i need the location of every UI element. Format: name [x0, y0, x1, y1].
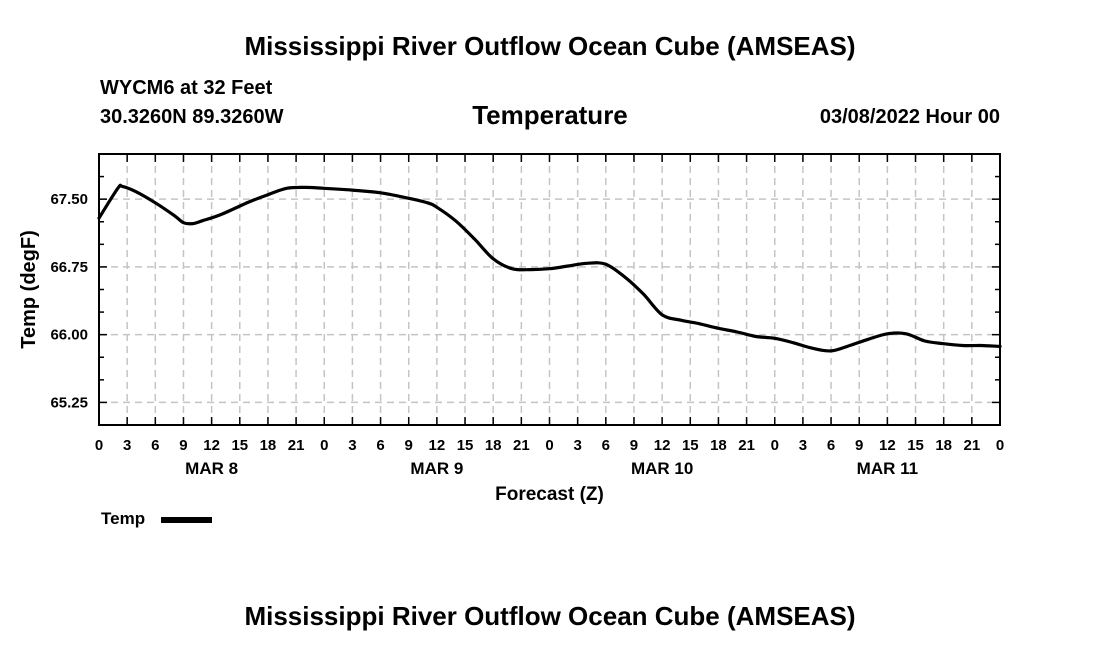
- x-tick-label: 3: [573, 437, 581, 454]
- x-tick-label: 12: [654, 437, 671, 454]
- x-tick-label: 15: [682, 437, 699, 454]
- series-line-temp: [97, 183, 1002, 353]
- y-tick-label: 66.00: [50, 327, 88, 344]
- x-tick-label: 0: [545, 437, 553, 454]
- x-tick-label: 0: [95, 437, 103, 454]
- x-tick-label: 9: [855, 437, 863, 454]
- x-axis-title: Forecast (Z): [495, 484, 604, 505]
- day-label: MAR 10: [631, 459, 693, 478]
- x-tick-label: 12: [203, 437, 220, 454]
- y-tick-label: 65.25: [50, 394, 88, 411]
- x-tick-label: 9: [630, 437, 638, 454]
- x-tick-label: 21: [738, 437, 755, 454]
- forecast-run-time: 03/08/2022 Hour 00: [819, 106, 1000, 128]
- x-tick-label: 12: [879, 437, 896, 454]
- y-tick-label: 66.75: [50, 259, 88, 276]
- station-label: WYCM6 at 32 Feet: [100, 77, 273, 99]
- y-tick-label: 67.50: [50, 191, 88, 208]
- x-tick-label: 12: [429, 437, 446, 454]
- variable-title: Temperature: [472, 100, 628, 130]
- station-coordinates: 30.3260N 89.3260W: [100, 106, 284, 128]
- day-label: MAR 11: [857, 459, 918, 478]
- x-tick-label: 18: [260, 437, 277, 454]
- day-label: MAR 9: [410, 459, 463, 478]
- y-axis-title: Temp (degF): [18, 230, 40, 349]
- x-tick-label: 21: [964, 437, 981, 454]
- x-tick-label: 21: [288, 437, 305, 454]
- legend-swatch: [161, 517, 212, 523]
- x-tick-label: 0: [320, 437, 328, 454]
- x-tick-label: 3: [799, 437, 807, 454]
- x-tick-label: 3: [123, 437, 131, 454]
- chart-title: Mississippi River Outflow Ocean Cube (AM…: [244, 31, 856, 61]
- x-tick-label: 21: [513, 437, 530, 454]
- x-tick-label: 3: [348, 437, 356, 454]
- day-label: MAR 8: [185, 459, 238, 478]
- x-tick-label: 9: [405, 437, 413, 454]
- x-tick-label: 18: [485, 437, 502, 454]
- x-tick-label: 6: [376, 437, 384, 454]
- x-tick-label: 0: [771, 437, 779, 454]
- x-tick-label: 9: [179, 437, 187, 454]
- x-tick-label: 6: [151, 437, 159, 454]
- x-tick-label: 6: [827, 437, 835, 454]
- x-tick-label: 6: [602, 437, 610, 454]
- x-tick-label: 15: [457, 437, 474, 454]
- x-tick-label: 15: [231, 437, 248, 454]
- x-tick-label: 15: [907, 437, 924, 454]
- legend-label: Temp: [101, 509, 146, 528]
- x-tick-label: 18: [935, 437, 952, 454]
- x-tick-label: 18: [710, 437, 727, 454]
- x-tick-label: 0: [996, 437, 1004, 454]
- footer-title: Mississippi River Outflow Ocean Cube (AM…: [244, 601, 856, 631]
